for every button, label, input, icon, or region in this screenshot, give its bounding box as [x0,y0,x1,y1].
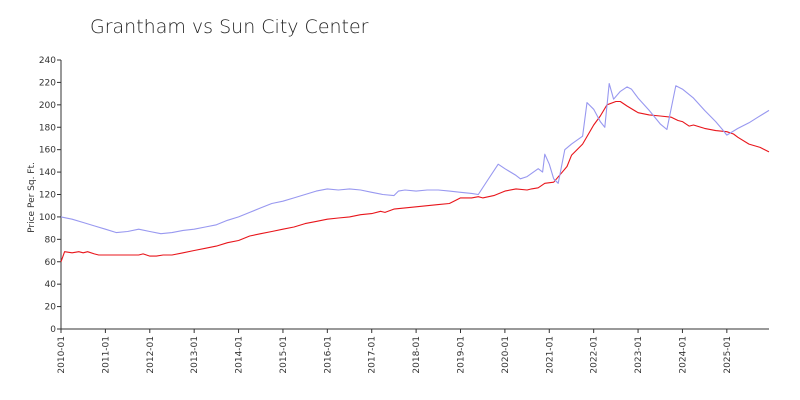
x-tick-label: 2020-01 [501,336,511,374]
series-line-1 [60,100,770,262]
y-tick-label: 220 [39,78,56,88]
series-line-2 [60,82,770,235]
x-tick-label: 2010-01 [57,336,67,374]
x-tick-label: 2019-01 [456,336,466,374]
x-tick-label: 2017-01 [368,336,378,374]
x-tick-label: 2015-01 [279,336,289,374]
y-tick-label: 60 [45,258,57,268]
x-tick-label: 2024-01 [678,336,688,374]
x-tick-label: 2021-01 [545,336,555,374]
y-tick-label: 240 [39,56,56,66]
y-tick-label: 200 [39,101,56,111]
x-tick-label: 2025-01 [723,336,733,374]
y-tick-label: 0 [50,325,56,335]
y-tick-label: 80 [45,235,57,245]
y-tick-label: 180 [39,123,56,133]
x-tick-label: 2023-01 [634,336,644,374]
x-tick-label: 2013-01 [190,336,200,374]
y-tick-label: 140 [39,168,56,178]
y-tick-label: 100 [39,213,56,223]
x-tick-label: 2014-01 [235,336,245,374]
x-tick-label: 2018-01 [412,336,422,374]
x-tick-label: 2022-01 [590,336,600,374]
y-tick-label: 20 [45,303,57,313]
chart-title: Grantham vs Sun City Center [90,16,369,38]
y-tick-label: 120 [39,191,56,201]
y-axis-label: Price Per Sq. Ft. [27,162,37,233]
y-tick-label: 160 [39,146,56,156]
x-tick-label: 2012-01 [146,336,156,374]
y-tick-label: 40 [45,280,57,290]
x-tick-label: 2016-01 [323,336,333,374]
x-tick-label: 2011-01 [101,336,111,374]
